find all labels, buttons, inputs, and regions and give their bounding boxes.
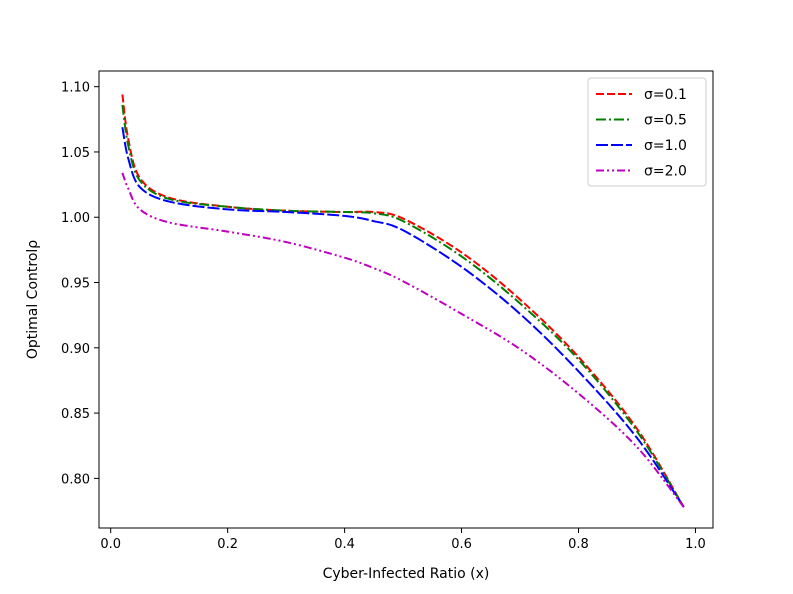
legend-label-4: σ=2.0 — [644, 164, 687, 180]
y-tick-label: 1.00 — [61, 211, 90, 226]
series-line-3 — [121, 126, 685, 508]
y-tick-label: 0.95 — [61, 277, 90, 292]
x-tick-label: 0.4 — [334, 537, 355, 552]
legend-label-2: σ=0.5 — [644, 113, 687, 129]
y-tick-label: 0.85 — [61, 407, 90, 422]
y-tick-label: 1.10 — [61, 81, 90, 96]
legend-label-1: σ=0.1 — [644, 87, 687, 103]
x-tick-label: 1.0 — [685, 537, 706, 552]
x-axis-label: Cyber-Infected Ratio (x) — [323, 566, 490, 582]
y-tick-label: 1.05 — [61, 146, 90, 161]
series-layer — [121, 94, 685, 508]
series-line-1 — [121, 94, 685, 508]
plot-frame — [98, 70, 714, 529]
y-axis: 0.80 0.85 0.90 0.95 1.00 1.05 1.10 — [61, 81, 99, 487]
y-axis-label: Optimal Controlρ — [25, 240, 41, 359]
x-tick-label: 0.6 — [451, 537, 472, 552]
y-tick-label: 0.80 — [61, 472, 90, 487]
y-tick-label: 0.90 — [61, 342, 90, 357]
legend-box — [587, 77, 707, 187]
series-line-2 — [121, 104, 685, 508]
series-line-4 — [121, 172, 685, 508]
legend: σ=0.1 σ=0.5 σ=1.0 σ=2.0 — [587, 77, 707, 187]
x-tick-label: 0.2 — [217, 537, 238, 552]
legend-label-3: σ=1.0 — [644, 138, 687, 154]
x-tick-label: 0.8 — [568, 537, 589, 552]
x-tick-label: 0.0 — [100, 537, 121, 552]
x-axis: 0.0 0.2 0.4 0.6 0.8 1.0 — [100, 528, 706, 552]
